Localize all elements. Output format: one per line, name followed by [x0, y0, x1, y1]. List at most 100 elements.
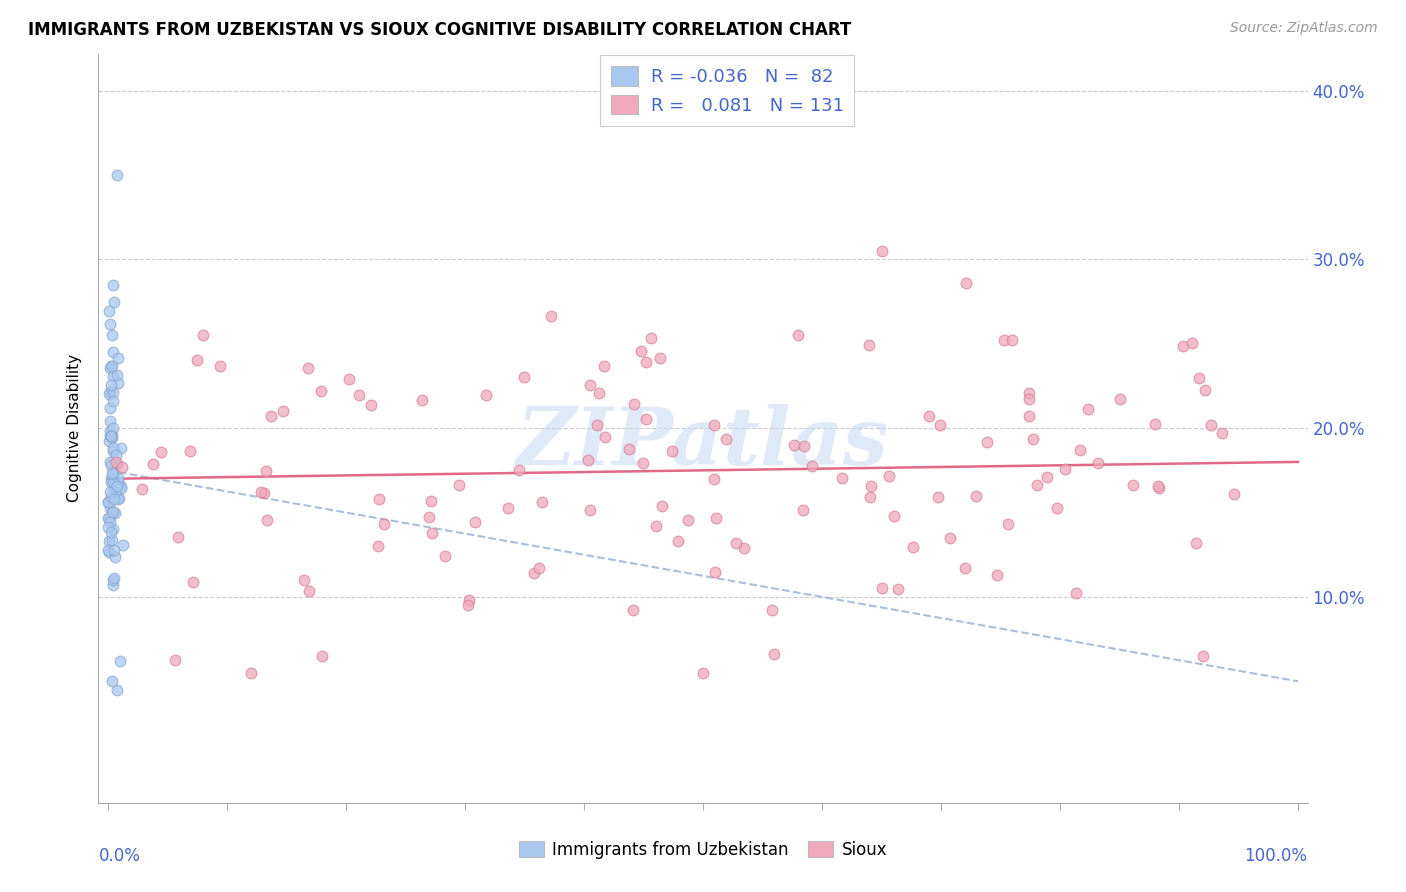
- Point: [1181, 336, 1204, 351]
- Point: [508, 463, 530, 477]
- Point: [107, 476, 129, 491]
- Point: [592, 359, 614, 373]
- Point: [149, 445, 172, 459]
- Point: [1026, 478, 1049, 492]
- Point: [105, 368, 128, 382]
- Point: [100, 377, 122, 392]
- Point: [101, 421, 124, 435]
- Point: [411, 393, 433, 408]
- Point: [883, 509, 905, 524]
- Point: [98, 387, 121, 401]
- Point: [953, 561, 976, 575]
- Point: [98, 304, 121, 318]
- Point: [540, 309, 562, 323]
- Point: [100, 524, 122, 539]
- Point: [107, 168, 129, 182]
- Point: [373, 517, 395, 532]
- Point: [661, 444, 683, 458]
- Point: [993, 333, 1015, 347]
- Point: [1022, 433, 1045, 447]
- Point: [623, 397, 645, 411]
- Text: Source: ZipAtlas.com: Source: ZipAtlas.com: [1230, 21, 1378, 35]
- Point: [163, 653, 186, 667]
- Point: [110, 481, 132, 495]
- Text: 0.0%: 0.0%: [98, 847, 141, 864]
- Point: [100, 428, 122, 442]
- Point: [297, 360, 319, 375]
- Point: [260, 409, 283, 423]
- Point: [103, 571, 125, 585]
- Point: [101, 475, 124, 490]
- Point: [1018, 386, 1040, 401]
- Point: [703, 418, 725, 433]
- Point: [418, 510, 440, 524]
- Point: [179, 444, 201, 458]
- Point: [761, 603, 783, 617]
- Point: [859, 479, 882, 493]
- Point: [104, 549, 127, 564]
- Point: [831, 471, 853, 485]
- Point: [105, 458, 128, 472]
- Point: [98, 317, 121, 331]
- Point: [579, 378, 602, 392]
- Point: [457, 593, 479, 607]
- Point: [903, 540, 925, 554]
- Point: [101, 472, 124, 486]
- Point: [101, 490, 124, 504]
- Point: [98, 484, 121, 499]
- Point: [1184, 536, 1206, 550]
- Point: [110, 480, 132, 494]
- Point: [617, 442, 640, 456]
- Point: [634, 411, 657, 425]
- Point: [101, 505, 124, 519]
- Point: [183, 574, 205, 589]
- Point: [347, 388, 370, 402]
- Point: [112, 539, 135, 553]
- Point: [97, 511, 120, 525]
- Point: [631, 456, 654, 470]
- Point: [703, 472, 725, 486]
- Point: [100, 430, 122, 444]
- Point: [105, 448, 128, 462]
- Point: [1036, 470, 1059, 484]
- Point: [98, 384, 121, 399]
- Point: [523, 566, 546, 580]
- Point: [1223, 487, 1246, 501]
- Point: [800, 459, 823, 474]
- Point: [166, 529, 188, 543]
- Text: IMMIGRANTS FROM UZBEKISTAN VS SIOUX COGNITIVE DISABILITY CORRELATION CHART: IMMIGRANTS FROM UZBEKISTAN VS SIOUX COGN…: [28, 21, 852, 38]
- Point: [859, 490, 882, 504]
- Point: [704, 565, 727, 579]
- Point: [104, 484, 127, 499]
- Point: [955, 276, 977, 290]
- Point: [253, 486, 276, 500]
- Point: [103, 369, 125, 384]
- Point: [877, 468, 900, 483]
- Point: [793, 439, 815, 453]
- Point: [101, 394, 124, 409]
- Point: [1192, 648, 1215, 663]
- Point: [239, 665, 262, 680]
- Point: [783, 438, 806, 452]
- Point: [104, 506, 127, 520]
- Point: [101, 533, 124, 548]
- Point: [103, 294, 125, 309]
- Point: [1046, 501, 1069, 516]
- Point: [97, 534, 120, 549]
- Point: [97, 543, 120, 558]
- Point: [1018, 409, 1040, 424]
- Point: [1087, 456, 1109, 470]
- Point: [676, 513, 699, 527]
- Point: [634, 355, 657, 369]
- Point: [100, 505, 122, 519]
- Point: [98, 361, 121, 376]
- Point: [108, 654, 131, 668]
- Point: [917, 409, 939, 423]
- Point: [103, 444, 125, 458]
- Point: [250, 484, 273, 499]
- Point: [1077, 401, 1099, 416]
- Point: [101, 674, 124, 689]
- Point: [650, 351, 672, 365]
- Point: [714, 432, 737, 446]
- Point: [101, 277, 124, 292]
